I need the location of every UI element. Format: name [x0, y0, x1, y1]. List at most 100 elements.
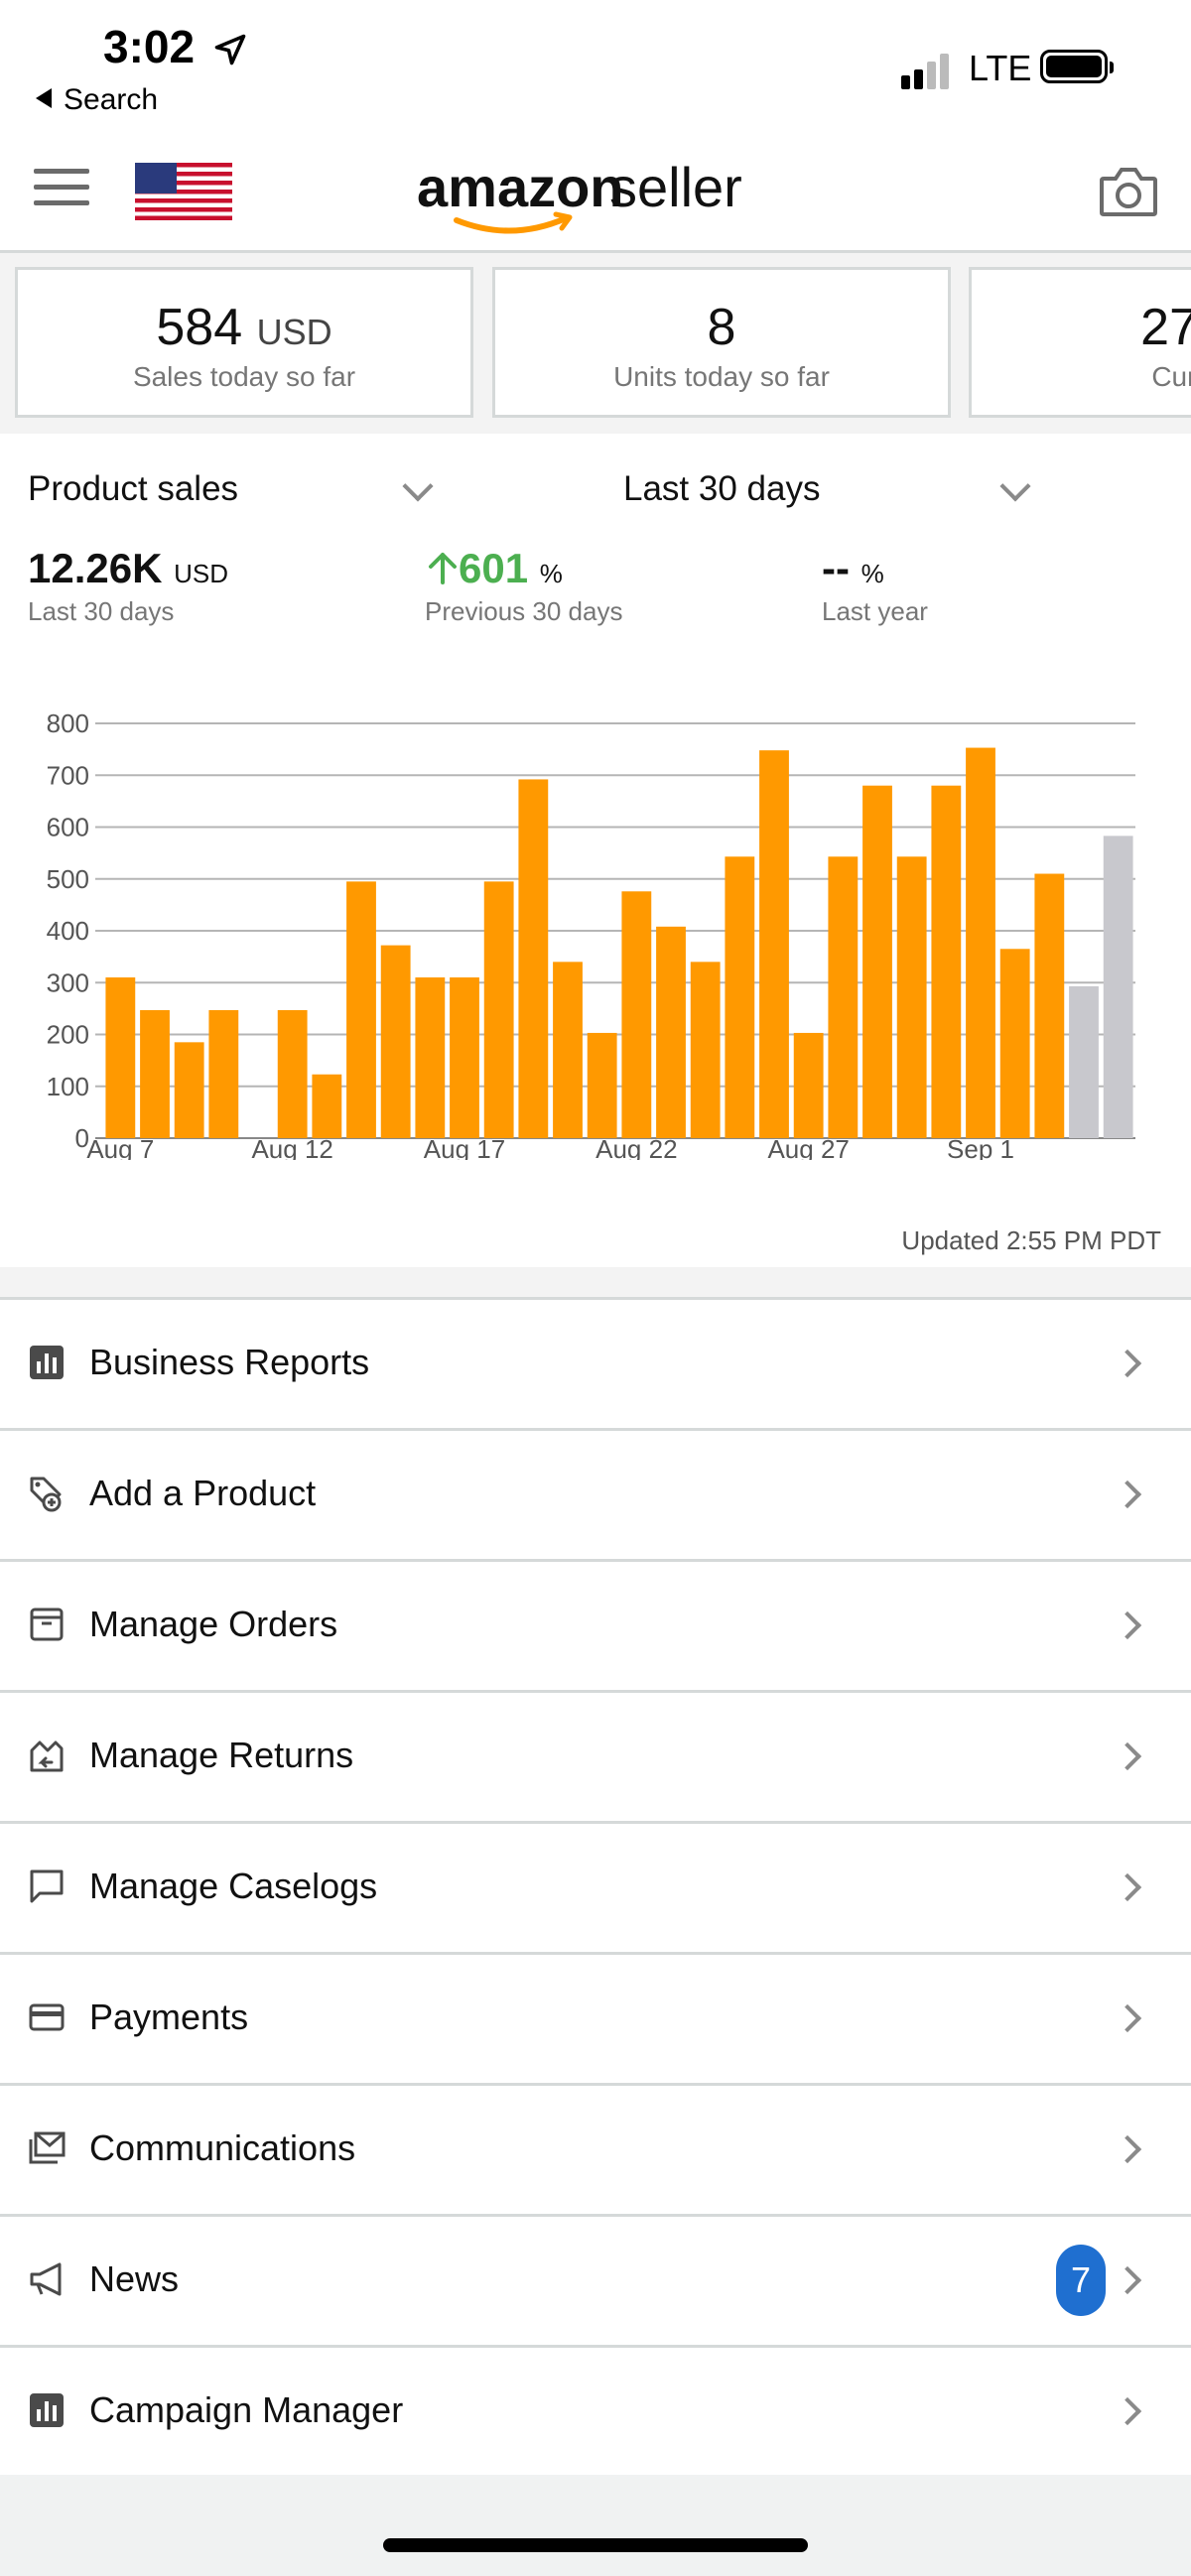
chat-bubble-icon: [30, 1869, 64, 1903]
period-dropdown[interactable]: Last 30 days: [623, 469, 821, 508]
chart-bar[interactable]: [931, 785, 962, 1138]
chart-bar[interactable]: [999, 949, 1030, 1138]
chart-bar[interactable]: [1103, 836, 1133, 1138]
chart-bar[interactable]: [690, 962, 721, 1138]
bar-chart-icon: [30, 1346, 64, 1379]
chart-bar[interactable]: [862, 785, 892, 1138]
us-flag-icon[interactable]: [135, 163, 232, 220]
last-year-value: --: [822, 545, 850, 591]
chart-bar[interactable]: [105, 977, 136, 1138]
metric-unit: USD: [256, 312, 332, 352]
metric-card-units[interactable]: 8 Units today so far: [492, 267, 951, 418]
y-tick-label: 600: [47, 813, 89, 842]
chevron-right-icon: [1113, 1349, 1142, 1378]
chart-bar[interactable]: [966, 747, 995, 1138]
total-sales-value: 12.26K: [28, 545, 163, 591]
metric-label: Current: [1151, 361, 1191, 392]
menu-item-manage-orders[interactable]: Manage Orders: [0, 1559, 1191, 1690]
metric-cards[interactable]: 584 USD Sales today so far 8 Units today…: [0, 253, 1191, 434]
home-indicator[interactable]: [383, 2538, 808, 2552]
logo-word-amazon: amazon: [417, 156, 624, 218]
chart-bar[interactable]: [828, 856, 859, 1138]
mail-icon: [29, 2131, 66, 2164]
chart-bar[interactable]: [587, 1032, 617, 1138]
y-tick-label: 200: [47, 1020, 89, 1050]
sales-section: Product sales Last 30 days 12.26K USD La…: [0, 434, 1191, 1267]
status-time: 3:02: [103, 21, 196, 72]
chart-bar[interactable]: [380, 945, 411, 1138]
megaphone-icon: [30, 2262, 62, 2296]
amazon-seller-logo: amazon seller: [417, 156, 742, 234]
metric-card-current[interactable]: 2736 Current: [969, 267, 1191, 418]
x-tick-label: Aug 17: [424, 1134, 505, 1160]
section-divider: [0, 1267, 1191, 1297]
chart-bar[interactable]: [483, 881, 514, 1138]
chevron-down-icon[interactable]: [402, 470, 434, 502]
chart-bar[interactable]: [553, 962, 583, 1138]
chart-bar[interactable]: [208, 1009, 239, 1138]
camera-icon[interactable]: [1098, 163, 1159, 220]
bottom-safe-area: [0, 2475, 1191, 2576]
x-tick-label: Sep 1: [947, 1134, 1014, 1160]
chart-bar[interactable]: [896, 856, 927, 1138]
y-tick-label: 0: [75, 1123, 89, 1153]
x-tick-label: Aug 27: [767, 1134, 849, 1160]
location-arrow-icon: [214, 34, 246, 65]
chevron-right-icon: [1113, 1610, 1142, 1640]
chart-bar[interactable]: [277, 1009, 308, 1138]
chart-bar[interactable]: [793, 1032, 824, 1138]
y-tick-label: 800: [47, 708, 89, 738]
chart-bar[interactable]: [656, 926, 686, 1138]
x-tick-label: Aug 12: [251, 1134, 332, 1160]
menu-item-label: Business Reports: [89, 1342, 370, 1382]
metric-value: 8: [707, 299, 736, 356]
last-year-label: Last year: [822, 596, 928, 626]
menu-item-manage-returns[interactable]: Manage Returns: [0, 1690, 1191, 1821]
y-tick-label: 100: [47, 1072, 89, 1101]
network-type: LTE: [969, 48, 1032, 88]
chart-bar[interactable]: [759, 750, 789, 1138]
add-tag-icon: [30, 1477, 62, 1512]
chart-bar[interactable]: [450, 977, 479, 1138]
total-sales-unit: USD: [174, 559, 229, 588]
battery-icon: [1040, 50, 1114, 83]
y-tick-label: 500: [47, 864, 89, 894]
menu-item-campaign-manager[interactable]: Campaign Manager: [0, 2345, 1191, 2479]
menu-item-manage-caselogs[interactable]: Manage Caselogs: [0, 1821, 1191, 1952]
updated-timestamp: Updated 2:55 PM PDT: [901, 1225, 1161, 1255]
x-tick-label: Aug 22: [596, 1134, 677, 1160]
chart-bar[interactable]: [312, 1074, 342, 1138]
chart-bar[interactable]: [725, 856, 755, 1138]
chevron-down-icon[interactable]: [999, 470, 1031, 502]
menu-item-communications[interactable]: Communications: [0, 2083, 1191, 2214]
chart-bar[interactable]: [1034, 873, 1065, 1138]
menu-item-add-a-product[interactable]: Add a Product: [0, 1428, 1191, 1559]
chevron-right-icon: [1113, 2396, 1142, 2426]
hamburger-menu-icon[interactable]: [34, 169, 89, 216]
chart-bar[interactable]: [174, 1042, 204, 1138]
metric-card-sales[interactable]: 584 USD Sales today so far: [15, 267, 473, 418]
menu-item-business-reports[interactable]: Business Reports: [0, 1297, 1191, 1428]
metric-label: Sales today so far: [132, 361, 356, 392]
chevron-right-icon: [1113, 1480, 1142, 1509]
back-to-search[interactable]: Search: [36, 83, 158, 117]
chart-bar[interactable]: [415, 977, 446, 1138]
chevron-right-icon: [1113, 2265, 1142, 2295]
chart-bar[interactable]: [1069, 985, 1099, 1138]
chevron-right-icon: [1113, 2003, 1142, 2033]
credit-card-icon: [29, 2003, 65, 2031]
sales-bar-chart[interactable]: 0 100 200 300 400 500 600 700 800 Aug 7 Aug 12 Aug …: [0, 694, 1191, 1160]
change-label: Previous 30 days: [425, 596, 623, 626]
bar-chart-icon: [30, 2393, 64, 2427]
menu-item-payments[interactable]: Payments: [0, 1952, 1191, 2083]
menu-item-label: Manage Caselogs: [89, 1866, 378, 1906]
metric-dropdown[interactable]: Product sales: [28, 469, 239, 508]
menu-item-label: Add a Product: [89, 1473, 317, 1513]
box-icon: [30, 1608, 64, 1641]
menu-item-news[interactable]: News 7: [0, 2214, 1191, 2345]
chart-bar[interactable]: [346, 881, 376, 1138]
chart-bar[interactable]: [140, 1009, 170, 1138]
chart-bar[interactable]: [518, 779, 549, 1138]
chart-bar[interactable]: [621, 891, 652, 1138]
return-box-icon: [30, 1740, 64, 1772]
